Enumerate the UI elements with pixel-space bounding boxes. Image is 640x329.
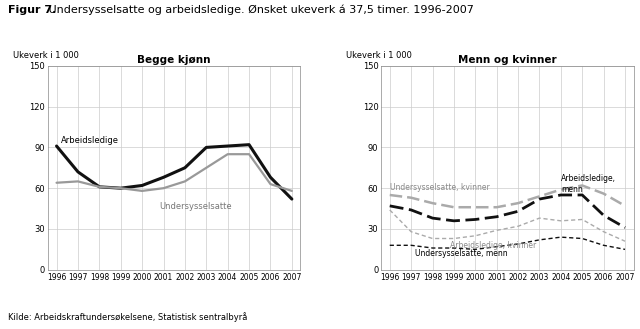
- Title: Menn og kvinner: Menn og kvinner: [458, 55, 557, 65]
- Text: Figur 7.: Figur 7.: [8, 5, 56, 15]
- Text: Undersysselsatte: Undersysselsatte: [159, 202, 232, 211]
- Title: Begge kjønn: Begge kjønn: [138, 55, 211, 65]
- Text: Ukeverk i 1 000: Ukeverk i 1 000: [346, 51, 412, 60]
- Text: Undersysselsatte, menn: Undersysselsatte, menn: [415, 249, 508, 258]
- Text: Ukeverk i 1 000: Ukeverk i 1 000: [13, 51, 79, 60]
- Text: Arbeidsledige: Arbeidsledige: [61, 136, 119, 145]
- Text: Kilde: Arbeidskraftundersøkelsene, Statistisk sentralbyrå: Kilde: Arbeidskraftundersøkelsene, Stati…: [8, 313, 247, 322]
- Text: Arbeidsledige, kvinner: Arbeidsledige, kvinner: [450, 241, 536, 250]
- Text: Undersysselsatte, kvinner: Undersysselsatte, kvinner: [390, 183, 490, 192]
- Text: Arbeidsledige,
menn: Arbeidsledige, menn: [561, 174, 616, 194]
- Text: Undersysselsatte og arbeidsledige. Ønsket ukeverk á 37,5 timer. 1996-2007: Undersysselsatte og arbeidsledige. Ønske…: [45, 5, 474, 15]
